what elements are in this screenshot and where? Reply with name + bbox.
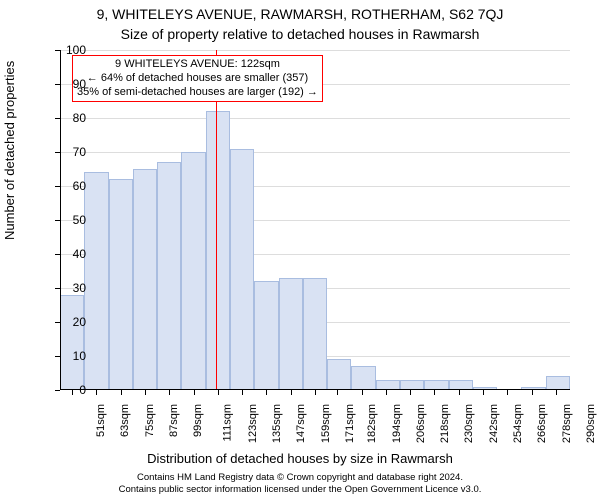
xtick-label: 218sqm bbox=[439, 404, 451, 443]
histogram-bar bbox=[303, 278, 327, 390]
xtick-label: 290sqm bbox=[585, 404, 597, 443]
histogram-bar bbox=[206, 111, 230, 390]
page-address-title: 9, WHITELEYS AVENUE, RAWMARSH, ROTHERHAM… bbox=[0, 6, 600, 22]
xtick-label: 159sqm bbox=[320, 404, 332, 443]
histogram-bar bbox=[181, 152, 205, 390]
xtick-mark bbox=[291, 390, 292, 395]
xtick-label: 111sqm bbox=[221, 404, 233, 442]
xtick-mark bbox=[121, 390, 122, 395]
xtick-mark bbox=[410, 390, 411, 395]
xtick-mark bbox=[532, 390, 533, 395]
histogram-bar bbox=[351, 366, 375, 390]
gridline bbox=[60, 152, 570, 153]
xtick-label: 135sqm bbox=[271, 404, 283, 443]
xtick-mark bbox=[556, 390, 557, 395]
ytick-label: 100 bbox=[46, 43, 86, 57]
x-axis-label: Distribution of detached houses by size … bbox=[0, 451, 600, 466]
xtick-label: 266sqm bbox=[536, 404, 548, 443]
ytick-label: 50 bbox=[46, 213, 86, 227]
xtick-mark bbox=[459, 390, 460, 395]
xtick-label: 194sqm bbox=[391, 404, 403, 443]
histogram-bar bbox=[327, 359, 351, 390]
ytick-label: 80 bbox=[46, 111, 86, 125]
histogram-bar bbox=[254, 281, 278, 390]
xtick-mark bbox=[315, 390, 316, 395]
xtick-mark bbox=[218, 390, 219, 395]
xtick-label: 123sqm bbox=[247, 404, 259, 443]
histogram-bar bbox=[109, 179, 133, 390]
gridline bbox=[60, 50, 570, 51]
xtick-label: 87sqm bbox=[168, 404, 180, 437]
ytick-label: 0 bbox=[46, 383, 86, 397]
ytick-label: 70 bbox=[46, 145, 86, 159]
histogram-bar bbox=[133, 169, 157, 390]
attribution-footer: Contains HM Land Registry data © Crown c… bbox=[0, 472, 600, 496]
chart-subtitle: Size of property relative to detached ho… bbox=[0, 26, 600, 42]
xtick-mark bbox=[434, 390, 435, 395]
property-annotation: 9 WHITELEYS AVENUE: 122sqm← 64% of detac… bbox=[72, 55, 323, 102]
xtick-mark bbox=[483, 390, 484, 395]
xtick-label: 254sqm bbox=[512, 404, 524, 443]
xtick-mark bbox=[96, 390, 97, 395]
xtick-label: 242sqm bbox=[488, 404, 500, 443]
y-axis-label: Number of detached properties bbox=[2, 61, 17, 240]
xtick-label: 51sqm bbox=[95, 404, 107, 437]
histogram-bar bbox=[546, 376, 570, 390]
xtick-mark bbox=[337, 390, 338, 395]
xtick-mark bbox=[145, 390, 146, 395]
histogram-plot: 9 WHITELEYS AVENUE: 122sqm← 64% of detac… bbox=[60, 50, 570, 390]
histogram-bar bbox=[84, 172, 108, 390]
ytick-label: 40 bbox=[46, 247, 86, 261]
xtick-mark bbox=[194, 390, 195, 395]
xtick-label: 63sqm bbox=[119, 404, 131, 437]
annotation-line: 35% of semi-detached houses are larger (… bbox=[77, 86, 318, 100]
annotation-line: 9 WHITELEYS AVENUE: 122sqm bbox=[77, 58, 318, 72]
ytick-label: 10 bbox=[46, 349, 86, 363]
ytick-label: 60 bbox=[46, 179, 86, 193]
footer-line-2: Contains public sector information licen… bbox=[0, 484, 600, 496]
gridline bbox=[60, 118, 570, 119]
xtick-label: 147sqm bbox=[296, 404, 308, 443]
histogram-bar bbox=[60, 295, 84, 390]
xtick-label: 206sqm bbox=[415, 404, 427, 443]
xtick-mark bbox=[242, 390, 243, 395]
xtick-label: 75sqm bbox=[144, 404, 156, 437]
annotation-line: ← 64% of detached houses are smaller (35… bbox=[77, 72, 318, 86]
xtick-mark bbox=[169, 390, 170, 395]
xtick-mark bbox=[386, 390, 387, 395]
xtick-mark bbox=[507, 390, 508, 395]
xtick-mark bbox=[362, 390, 363, 395]
xtick-label: 182sqm bbox=[366, 404, 378, 443]
xtick-label: 230sqm bbox=[464, 404, 476, 443]
xtick-mark bbox=[266, 390, 267, 395]
footer-line-1: Contains HM Land Registry data © Crown c… bbox=[0, 472, 600, 484]
xtick-label: 99sqm bbox=[192, 404, 204, 437]
ytick-label: 90 bbox=[46, 77, 86, 91]
histogram-bar bbox=[157, 162, 181, 390]
histogram-bar bbox=[279, 278, 303, 390]
xtick-label: 171sqm bbox=[344, 404, 356, 443]
ytick-label: 20 bbox=[46, 315, 86, 329]
ytick-label: 30 bbox=[46, 281, 86, 295]
xtick-label: 278sqm bbox=[561, 404, 573, 443]
histogram-bar bbox=[230, 149, 254, 390]
